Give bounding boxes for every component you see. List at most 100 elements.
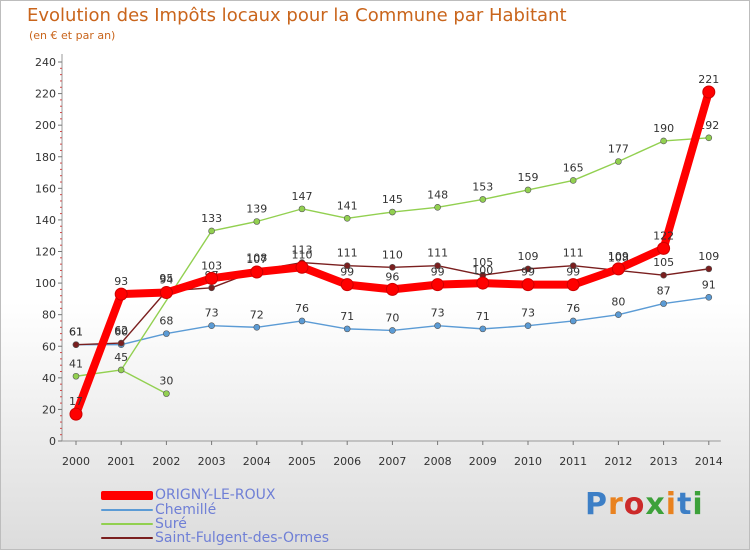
- legend-swatch-saint-fulgent: [101, 537, 153, 539]
- data-point-sur-: [569, 177, 577, 184]
- data-label-origny-le-roux: 103: [201, 259, 222, 272]
- x-tick-label: 2010: [514, 455, 542, 468]
- legend-item-saint-fulgent: Saint-Fulgent-des-Ormes: [101, 530, 329, 546]
- data-label-sur-: 153: [472, 180, 493, 193]
- data-label-saint-fulgent-des-ormes: 108: [246, 251, 267, 264]
- data-point-sur-: [660, 137, 667, 145]
- x-tick-label: 2009: [469, 455, 497, 468]
- logo-letter: t: [677, 487, 693, 522]
- data-point-saint-fulgent-des-ormes: [343, 262, 351, 270]
- data-point-origny-le-roux: [205, 271, 219, 285]
- x-tick-label: 2004: [243, 455, 271, 468]
- data-point-origny-le-roux: [521, 278, 535, 292]
- data-point-chemill-: [298, 317, 306, 325]
- data-point-chemill-: [705, 293, 713, 301]
- data-label-chemill-: 71: [340, 310, 354, 323]
- data-point-origny-le-roux: [340, 278, 354, 292]
- data-point-saint-fulgent-des-ormes: [72, 341, 80, 348]
- y-tick-label: 160: [35, 182, 56, 195]
- x-tick-label: 2005: [288, 455, 316, 468]
- data-point-sur-: [524, 186, 532, 194]
- data-point-sur-: [72, 372, 80, 380]
- chart-subtitle: (en € et par an): [29, 29, 116, 42]
- y-tick-label: 40: [42, 372, 56, 385]
- data-point-chemill-: [479, 325, 487, 333]
- data-point-origny-le-roux: [159, 286, 173, 300]
- data-point-origny-le-roux: [250, 265, 264, 279]
- data-point-sur-: [208, 227, 215, 235]
- data-point-origny-le-roux: [385, 282, 399, 296]
- data-point-sur-: [298, 205, 306, 213]
- data-label-sur-: 147: [292, 190, 313, 203]
- x-tick-label: 2011: [559, 455, 587, 468]
- data-label-chemill-: 76: [566, 302, 580, 315]
- legend-item-sure: Suré: [101, 516, 187, 532]
- x-tick-label: 2012: [604, 455, 632, 468]
- data-label-saint-fulgent-des-ormes: 111: [427, 247, 448, 260]
- data-label-sur-: 139: [246, 202, 267, 215]
- data-label-saint-fulgent-des-ormes: 108: [608, 251, 629, 264]
- data-point-origny-le-roux: [295, 260, 309, 274]
- data-label-origny-le-roux: 107: [246, 253, 267, 266]
- y-tick-label: 60: [42, 340, 56, 353]
- logo-letter: P: [585, 487, 608, 522]
- data-point-origny-le-roux: [69, 407, 83, 421]
- data-label-saint-fulgent-des-ormes: 105: [472, 256, 493, 269]
- data-label-origny-le-roux: 122: [653, 229, 674, 242]
- y-tick-label: 120: [35, 246, 56, 259]
- data-point-sur-: [615, 158, 622, 165]
- data-label-origny-le-roux: 109: [608, 250, 629, 263]
- data-point-saint-fulgent-des-ormes: [434, 262, 441, 270]
- data-point-chemill-: [569, 317, 577, 325]
- legend-swatch-sure: [101, 523, 153, 525]
- data-label-sur-: 148: [427, 188, 448, 201]
- data-point-chemill-: [389, 327, 396, 334]
- y-tick-label: 200: [35, 119, 56, 132]
- legend-item-origny: ORIGNY-LE-ROUX: [101, 487, 275, 503]
- data-label-origny-le-roux: 221: [698, 73, 719, 86]
- data-label-origny-le-roux: 17: [69, 395, 83, 408]
- data-label-origny-le-roux: 93: [114, 275, 128, 288]
- data-label-chemill-: 76: [295, 302, 309, 315]
- data-point-chemill-: [253, 323, 261, 331]
- x-tick-label: 2007: [378, 455, 406, 468]
- data-point-sur-: [253, 218, 261, 225]
- x-tick-label: 2003: [198, 455, 226, 468]
- data-label-chemill-: 73: [205, 307, 219, 320]
- series-line-sur-: [120, 230, 213, 371]
- data-point-origny-le-roux: [566, 278, 580, 292]
- data-point-saint-fulgent-des-ormes: [660, 271, 667, 279]
- data-point-chemill-: [208, 322, 215, 330]
- logo-letter: o: [623, 487, 646, 522]
- data-label-sur-: 45: [114, 351, 128, 364]
- data-label-saint-fulgent-des-ormes: 95: [159, 272, 173, 285]
- data-point-sur-: [434, 203, 441, 211]
- x-tick-label: 2000: [62, 455, 90, 468]
- logo-letter: x: [645, 487, 666, 522]
- data-point-saint-fulgent-des-ormes: [117, 339, 125, 347]
- legend-label-origny: ORIGNY-LE-ROUX: [155, 487, 276, 503]
- y-tick-label: 140: [35, 214, 56, 227]
- data-label-chemill-: 87: [657, 285, 671, 298]
- data-label-chemill-: 70: [385, 311, 399, 324]
- data-label-chemill-: 80: [611, 296, 625, 309]
- data-point-sur-: [163, 390, 170, 397]
- data-point-saint-fulgent-des-ormes: [705, 265, 713, 273]
- logo-letter: i: [665, 487, 678, 522]
- x-tick-label: 2013: [650, 455, 678, 468]
- y-tick-label: 220: [35, 88, 56, 101]
- data-point-origny-le-roux: [657, 241, 671, 255]
- data-label-chemill-: 60: [114, 326, 128, 339]
- series-line-sur-: [210, 137, 710, 232]
- data-label-sur-: 141: [337, 199, 358, 212]
- data-label-saint-fulgent-des-ormes: 113: [292, 244, 313, 257]
- proxiti-logo: Proxiti: [585, 487, 704, 522]
- y-tick-label: 180: [35, 151, 56, 164]
- data-point-chemill-: [660, 300, 667, 307]
- data-label-chemill-: 73: [431, 307, 445, 320]
- data-label-saint-fulgent-des-ormes: 105: [653, 256, 674, 269]
- legend-label-chemille: Chemillé: [155, 502, 217, 518]
- data-point-chemill-: [615, 311, 622, 318]
